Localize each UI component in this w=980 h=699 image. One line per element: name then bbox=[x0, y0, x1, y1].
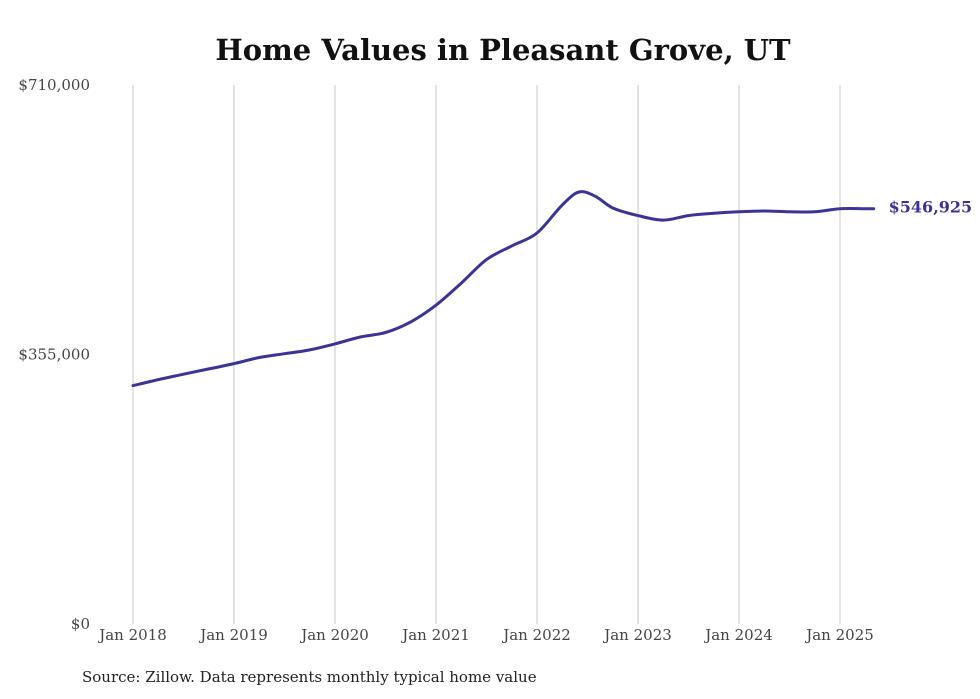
series-line bbox=[131, 190, 876, 388]
source-note: Source: Zillow. Data represents monthly … bbox=[82, 668, 537, 686]
x-tick-label: Jan 2023 bbox=[602, 626, 672, 644]
chart-title: Home Values in Pleasant Grove, UT bbox=[215, 33, 791, 67]
y-tick-label: $710,000 bbox=[18, 76, 90, 94]
y-axis-tick-labels: $0 $355,000 $710,000 bbox=[18, 76, 90, 633]
x-tick-label: Jan 2021 bbox=[400, 626, 470, 644]
series-group: $546,925 bbox=[131, 190, 973, 388]
x-tick-label: Jan 2024 bbox=[703, 626, 773, 644]
y-tick-label: $0 bbox=[71, 615, 90, 633]
y-tick-label: $355,000 bbox=[18, 346, 90, 364]
x-tick-label: Jan 2025 bbox=[804, 626, 874, 644]
series-end-label: $546,925 bbox=[889, 197, 973, 216]
x-axis-tick-labels: Jan 2018 Jan 2019 Jan 2020 Jan 2021 Jan 2022… bbox=[97, 626, 874, 644]
x-tick-label: Jan 2018 bbox=[97, 626, 167, 644]
vertical-gridlines bbox=[132, 85, 841, 624]
x-tick-label: Jan 2020 bbox=[299, 626, 369, 644]
x-tick-label: Jan 2022 bbox=[501, 626, 571, 644]
x-tick-label: Jan 2019 bbox=[198, 626, 268, 644]
